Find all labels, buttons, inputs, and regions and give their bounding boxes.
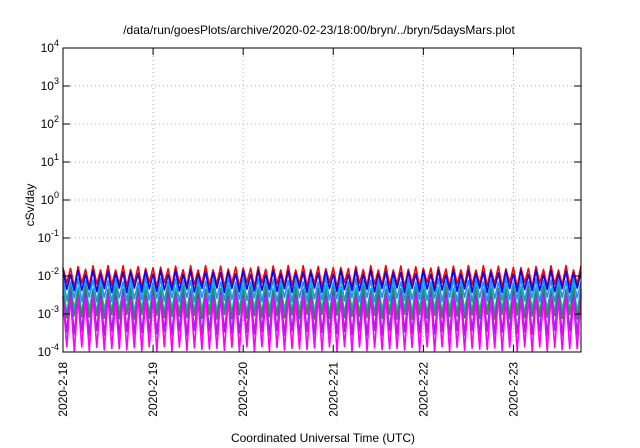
y-tick-label: 101	[41, 152, 59, 169]
x-tick-label: 2020-2-18	[56, 362, 70, 417]
x-tick-label: 2020-2-20	[236, 362, 250, 417]
grid	[63, 48, 581, 352]
ticks	[62, 47, 581, 353]
y-tick-label: 102	[41, 114, 59, 131]
series-line-1	[62, 264, 582, 289]
y-tick-label: 10-4	[38, 342, 59, 359]
y-tick-label: 10-1	[38, 228, 59, 245]
series-line-6	[62, 291, 582, 336]
series-group	[62, 264, 582, 353]
x-tick-labels: 2020-2-18 2020-2-19 2020-2-20 2020-2-21 2020…	[56, 362, 520, 417]
y-tick-label: 10-2	[38, 266, 59, 283]
x-tick-label: 2020-2-22	[416, 362, 430, 417]
x-tick-label: 2020-2-23	[506, 362, 520, 417]
y-tick-labels: 10-4 10-3 10-2 10-1 100 101 102 103 104	[38, 38, 59, 359]
x-tick-label: 2020-2-21	[326, 362, 340, 417]
y-tick-label: 103	[41, 76, 59, 93]
x-axis-label: Coordinated Universal Time (UTC)	[231, 431, 415, 445]
chart-title: /data/run/goesPlots/archive/2020-02-23/1…	[123, 23, 515, 37]
series-line-7	[62, 294, 582, 353]
y-axis-label: cSv/day	[23, 184, 37, 227]
series-line-3	[62, 276, 582, 303]
y-tick-label: 104	[41, 38, 59, 55]
x-tick-label: 2020-2-19	[146, 362, 160, 417]
y-tick-label: 100	[41, 190, 59, 207]
series-line-2	[62, 269, 582, 294]
y-tick-label: 10-3	[38, 304, 59, 321]
series-line-5	[62, 285, 582, 320]
